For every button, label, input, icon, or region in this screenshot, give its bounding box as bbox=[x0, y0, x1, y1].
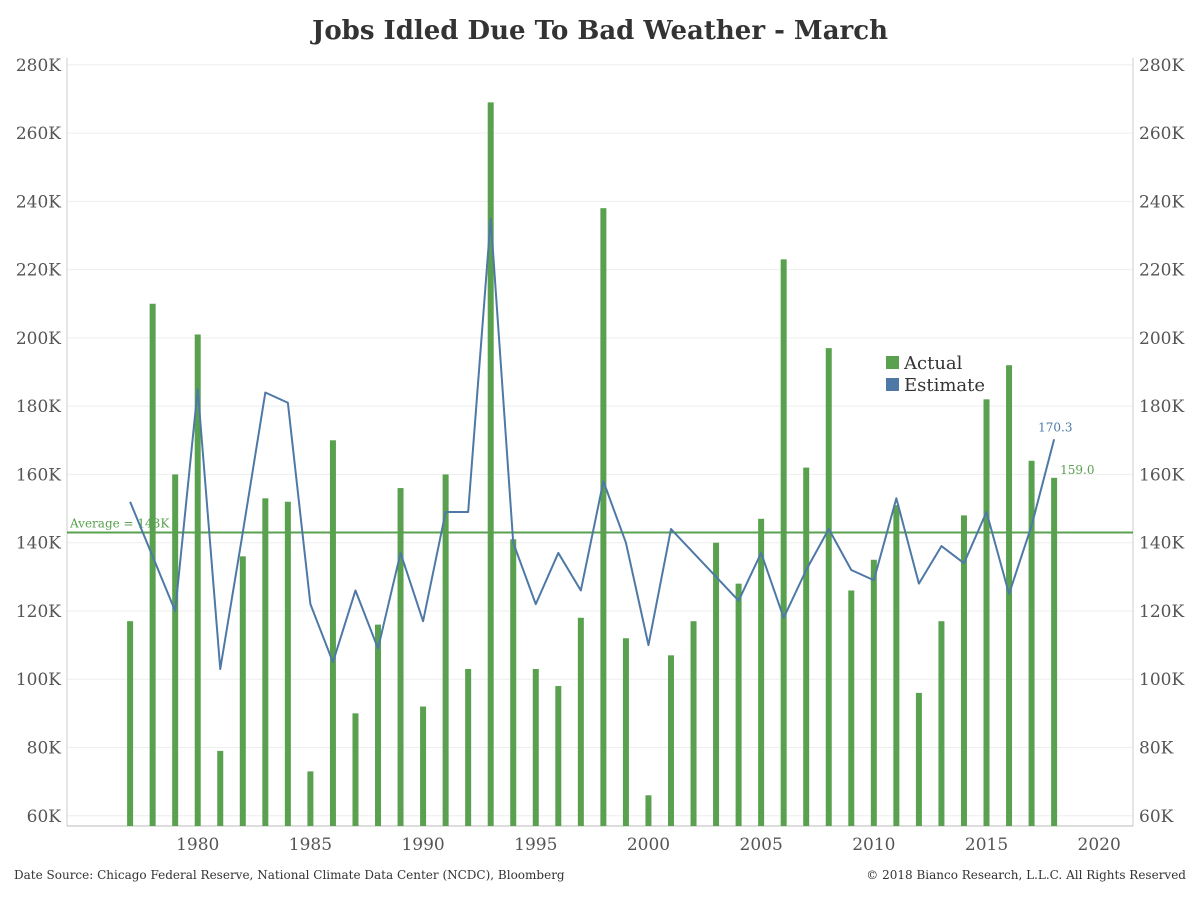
legend-label-actual: Actual bbox=[903, 353, 963, 374]
bar-actual bbox=[803, 467, 810, 826]
y-axis-right: 60K 80K 100K 120K 140K 160K 180K 200K 220K 240K 26… bbox=[1139, 56, 1184, 827]
bar-actual bbox=[352, 713, 359, 826]
y-tick-label-left: 160K bbox=[16, 465, 61, 485]
bar-actual bbox=[329, 440, 336, 826]
bar-actual bbox=[645, 795, 652, 826]
legend-label-estimate: Estimate bbox=[904, 375, 985, 396]
y-tick-label-right: 160K bbox=[1139, 465, 1184, 485]
bar-actual bbox=[465, 668, 472, 826]
legend: Actual Estimate bbox=[886, 353, 985, 396]
chart-title: Jobs Idled Due To Bad Weather - March bbox=[312, 16, 888, 46]
bar-actual bbox=[690, 621, 697, 826]
x-tick-label: 2005 bbox=[740, 835, 783, 855]
bar-actual bbox=[960, 515, 967, 826]
bar-actual bbox=[938, 621, 945, 826]
bar-actual bbox=[172, 474, 179, 826]
bar-actual bbox=[780, 259, 787, 826]
y-tick-label-left: 100K bbox=[16, 670, 61, 690]
bar-actual bbox=[893, 505, 900, 826]
bar-actual bbox=[262, 498, 269, 826]
bar-actual bbox=[1006, 365, 1013, 826]
average-label: Average = 143K bbox=[69, 516, 170, 530]
y-axis-left: 60K 80K 100K 120K 140K 160K 180K 200K 220K 240K 26… bbox=[16, 56, 61, 827]
y-tick-label-left: 200K bbox=[16, 329, 61, 349]
annotation-estimate-last: 170.3 bbox=[1038, 420, 1072, 434]
y-tick-label-left: 80K bbox=[27, 738, 62, 758]
x-tick-label: 1995 bbox=[514, 835, 557, 855]
y-tick-label-right: 120K bbox=[1139, 602, 1184, 622]
y-tick-label-right: 100K bbox=[1139, 670, 1184, 690]
bar-actual bbox=[487, 102, 494, 826]
line-estimate bbox=[129, 217, 1056, 670]
plot-frame bbox=[66, 58, 1134, 827]
bar-actual bbox=[510, 539, 517, 826]
y-tick-label-right: 240K bbox=[1139, 192, 1184, 212]
bar-actual bbox=[600, 208, 607, 827]
bar-actual bbox=[555, 686, 562, 826]
bar-actual bbox=[239, 556, 246, 826]
bar-actual bbox=[397, 488, 404, 826]
footer-copyright: © 2018 Bianco Research, L.L.C. All Right… bbox=[866, 868, 1186, 882]
x-tick-label: 1980 bbox=[176, 835, 219, 855]
bar-actual bbox=[1051, 477, 1058, 826]
estimate-line-group bbox=[129, 217, 1056, 670]
bar-actual bbox=[848, 590, 855, 826]
x-tick-label: 1990 bbox=[401, 835, 444, 855]
bar-actual bbox=[217, 750, 224, 826]
bar-actual bbox=[870, 559, 877, 826]
bar-actual bbox=[194, 334, 201, 826]
x-tick-label: 1985 bbox=[289, 835, 332, 855]
y-tick-label-right: 140K bbox=[1139, 534, 1184, 554]
bar-actual bbox=[149, 303, 156, 826]
y-tick-label-right: 60K bbox=[1139, 807, 1174, 827]
bar-actual bbox=[577, 617, 584, 826]
y-tick-label-right: 180K bbox=[1139, 397, 1184, 417]
bar-actual bbox=[983, 399, 990, 826]
annotation-actual-last: 159.0 bbox=[1060, 463, 1094, 477]
bar-actual bbox=[713, 542, 720, 826]
bar-actual bbox=[420, 706, 427, 826]
bar-actual bbox=[1028, 460, 1035, 826]
x-axis: 1980 1985 1990 1995 2000 2005 2010 2015 2020 bbox=[176, 835, 1121, 855]
bar-actual bbox=[532, 668, 539, 826]
bar-actual bbox=[307, 771, 314, 826]
legend-swatch-estimate bbox=[886, 378, 899, 391]
actual-bars bbox=[127, 102, 1058, 827]
y-tick-label-right: 200K bbox=[1139, 329, 1184, 349]
average-line-group: Average = 143K bbox=[67, 516, 1133, 534]
bar-actual bbox=[622, 638, 629, 826]
x-tick-label: 2000 bbox=[627, 835, 670, 855]
bar-actual bbox=[735, 583, 742, 826]
bar-actual bbox=[442, 474, 449, 826]
gridlines bbox=[67, 64, 1133, 817]
y-tick-label-left: 60K bbox=[27, 807, 62, 827]
footer-source: Date Source: Chicago Federal Reserve, Na… bbox=[14, 868, 565, 882]
bar-actual bbox=[667, 655, 674, 826]
bar-actual bbox=[758, 518, 765, 826]
y-tick-label-right: 80K bbox=[1139, 738, 1174, 758]
annotations: 170.3 159.0 bbox=[1038, 420, 1094, 477]
legend-swatch-actual bbox=[886, 356, 899, 369]
bar-actual bbox=[375, 624, 382, 826]
bar-actual bbox=[915, 692, 922, 826]
bar-actual bbox=[825, 348, 832, 826]
x-tick-label: 2020 bbox=[1078, 835, 1121, 855]
y-tick-label-left: 260K bbox=[16, 124, 61, 144]
x-tick-label: 2015 bbox=[965, 835, 1008, 855]
bar-actual bbox=[127, 621, 134, 826]
y-tick-label-left: 280K bbox=[16, 56, 61, 76]
bar-actual bbox=[284, 501, 291, 826]
x-tick-label: 2010 bbox=[852, 835, 895, 855]
y-tick-label-left: 140K bbox=[16, 534, 61, 554]
y-tick-label-left: 180K bbox=[16, 397, 61, 417]
y-tick-label-right: 220K bbox=[1139, 261, 1184, 281]
y-tick-label-left: 220K bbox=[16, 261, 61, 281]
y-tick-label-right: 280K bbox=[1139, 56, 1184, 76]
y-tick-label-right: 260K bbox=[1139, 124, 1184, 144]
y-tick-label-left: 240K bbox=[16, 192, 61, 212]
y-tick-label-left: 120K bbox=[16, 602, 61, 622]
